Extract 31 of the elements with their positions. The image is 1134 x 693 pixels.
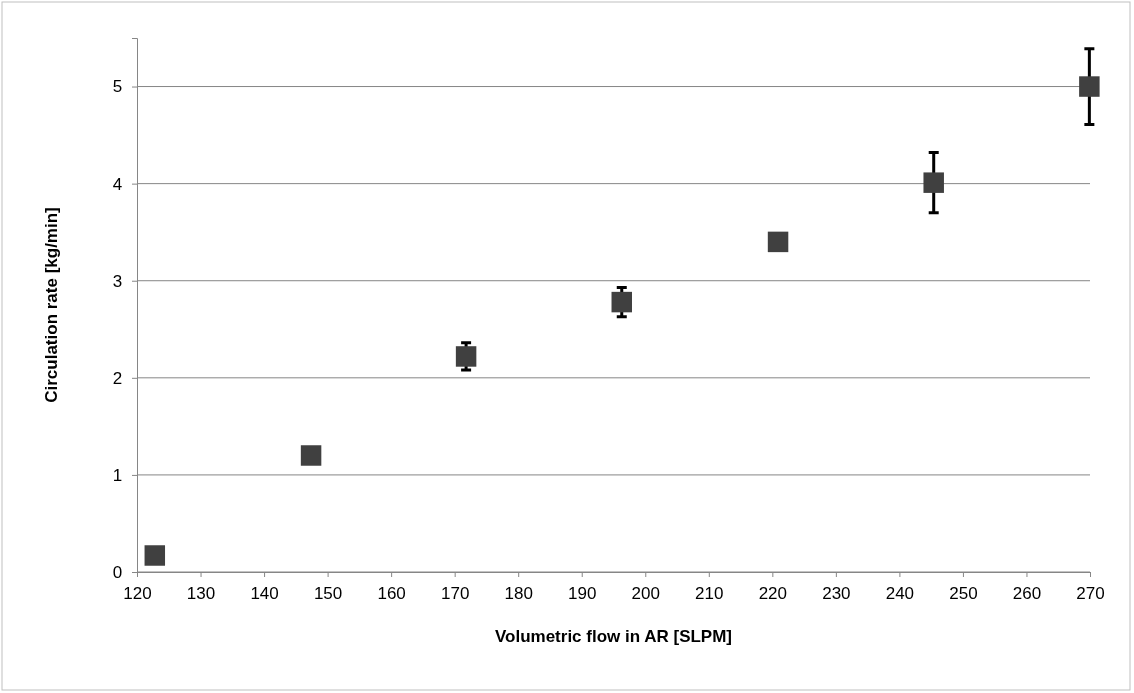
y-tick-label: 3 [112,271,123,291]
x-tick-label: 260 [1012,583,1042,603]
point [1079,76,1100,97]
point [611,291,633,313]
x-tick-label: 270 [1076,583,1105,603]
point [144,545,166,566]
y-axis-title: Circulation rate [kg/min] [42,207,61,403]
x-tick-label: 190 [568,583,597,603]
x-tick-label: 230 [822,583,851,603]
x-tick-label: 150 [313,583,343,603]
x-tick-label: 160 [377,583,406,603]
y-tick-label: 0 [112,562,123,582]
x-tick-label: 120 [123,583,152,603]
y-tick-label: 4 [112,174,123,194]
y-tick-label: 2 [112,368,123,388]
point [767,231,789,253]
x-tick-label: 170 [440,583,470,603]
point [300,445,322,466]
x-tick-label: 140 [250,583,279,603]
x-tick-label: 210 [695,583,724,603]
y-tick-label: 5 [112,77,123,97]
x-tick-label: 200 [631,583,660,603]
point [455,346,477,367]
x-axis-title: Volumetric flow in AR [SLPM] [494,627,733,646]
x-tick-label: 130 [186,583,216,603]
x-tick-label: 240 [885,583,915,603]
x-tick-label: 250 [949,583,978,603]
y-tick-label: 1 [112,465,123,485]
x-tick-label: 180 [504,583,533,603]
point [923,172,944,193]
x-tick-label: 220 [758,583,788,603]
